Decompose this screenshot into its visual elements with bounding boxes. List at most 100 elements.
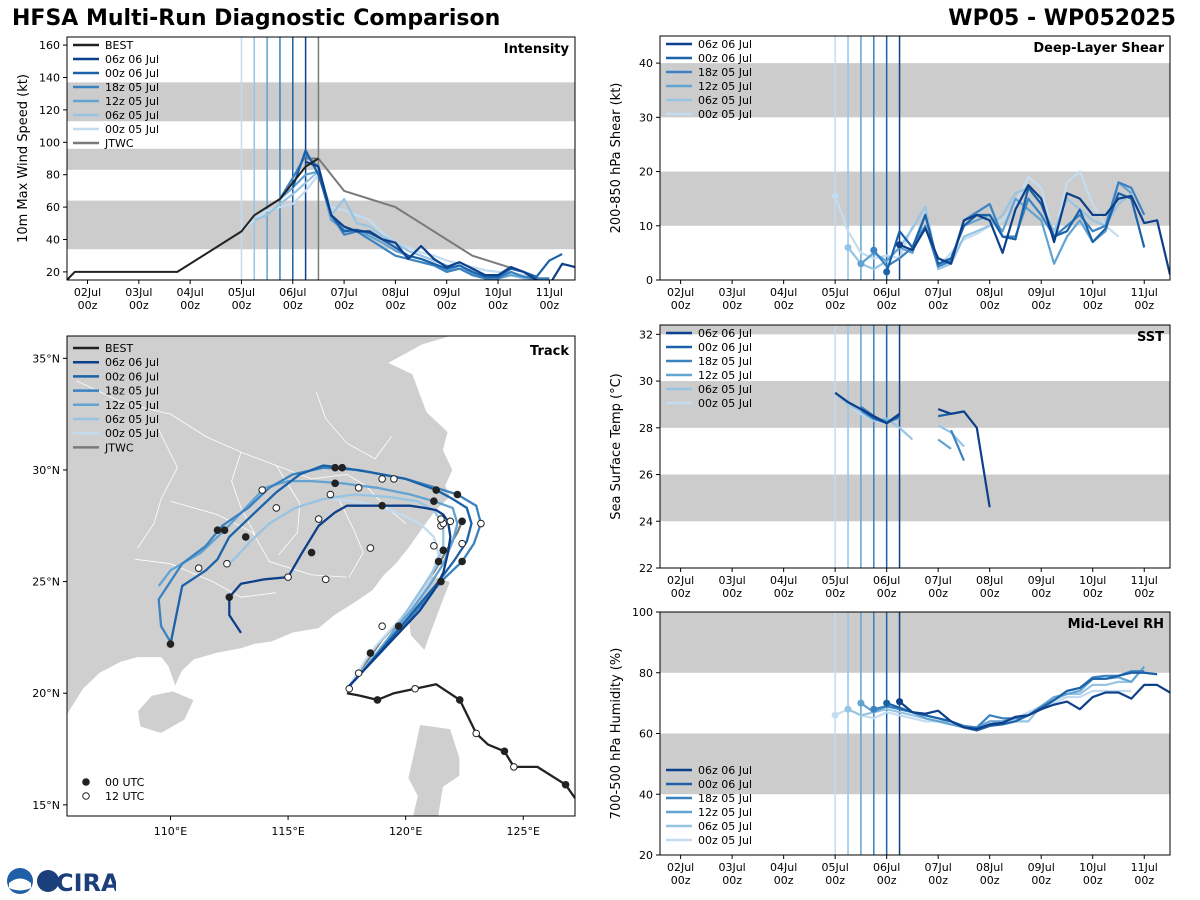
rh-chart: 2040608010002Jul00z03Jul00z04Jul00z05Jul… [609, 606, 1171, 887]
y-axis-label: 10m Max Wind Speed (kt) [16, 74, 31, 243]
xtick-label-date: 02Jul [667, 861, 694, 874]
legend-label-00z-06-jul: 00z 06 Jul [105, 67, 159, 80]
marker-12utc-best-2 [472, 729, 481, 738]
legend-label-12z-05-jul: 12z 05 Jul [698, 806, 752, 819]
xtick-label-hour: 00z [774, 587, 794, 600]
marker-12utc-12z-05-jul-2 [194, 564, 203, 572]
marker-12utc-18z-05-jul-0 [477, 519, 485, 528]
xtick-label-date: 07Jul [925, 861, 952, 874]
xtick-label-date: 09Jul [433, 286, 460, 299]
xtick-label-date: 06Jul [279, 286, 306, 299]
legend-label-00z-05-jul: 00z 05 Jul [698, 397, 752, 410]
start-marker-18z-05-jul [870, 705, 878, 713]
xtick-label-hour: 00z [386, 299, 406, 312]
xtick-label-hour: 00z [1134, 587, 1154, 600]
xtick-label-date: 07Jul [330, 286, 357, 299]
marker-12utc-12z-05-jul-1 [354, 484, 363, 492]
marker-12utc-06z-06-jul-1 [314, 515, 323, 523]
marker-00utc-00z-06-jul-4 [166, 640, 175, 648]
legend-label-18z-05-jul: 18z 05 Jul [698, 66, 752, 79]
xtick-label-date: 08Jul [976, 286, 1003, 299]
xtick-label-date: 09Jul [1028, 286, 1055, 299]
ytick-label: 26 [639, 469, 653, 482]
xtick-label-hour: 00z [1031, 874, 1051, 887]
xtick-label-date: 02Jul [74, 286, 101, 299]
xtick-label-hour: 00z [334, 299, 354, 312]
marker-12utc-06z-06-jul-2 [284, 573, 292, 581]
marker-00utc-00z-06-jul-3 [241, 533, 250, 541]
plot-frame [66, 36, 576, 281]
chart-title: Deep-Layer Shear [1033, 41, 1164, 56]
xtick-label-hour: 00z [1134, 299, 1154, 312]
ytick-label: 22 [639, 562, 653, 575]
legend-label-18z-05-jul: 18z 05 Jul [105, 385, 159, 398]
ytick-label: 24 [639, 515, 653, 528]
marker-00utc-06z-06-jul-1 [439, 546, 448, 555]
xtick-label-hour: 00z [722, 299, 742, 312]
band-0 [660, 733, 1170, 795]
xtick-label-date: 08Jul [382, 286, 409, 299]
start-marker-00z-06-jul [883, 699, 891, 707]
province-border-2 [135, 558, 277, 598]
xtick-label-hour: 00z [980, 587, 1000, 600]
chart-title: Intensity [504, 42, 570, 57]
legend-marker-00utc [82, 778, 90, 786]
marker-12utc-jtwc-1 [366, 544, 375, 552]
legend-label-06z-06-jul: 06z 06 Jul [698, 764, 752, 777]
marker-00utc-06z-06-jul-0 [366, 649, 375, 657]
marker-12utc-best-0 [345, 684, 354, 693]
xtick-label-hour: 00z [825, 874, 845, 887]
marker-00utc-18z-05-jul-2 [331, 463, 339, 472]
band-2 [67, 82, 575, 122]
marker-00utc-18z-05-jul-0 [458, 557, 466, 566]
page-title: HFSA Multi-Run Diagnostic Comparison [12, 6, 501, 31]
legend-label-06z-05-jul: 06z 05 Jul [105, 109, 159, 122]
xtick-label-date: 05Jul [822, 861, 849, 874]
ytick-label: 60 [639, 728, 653, 741]
legend-label-00z-05-jul: 00z 05 Jul [105, 123, 159, 136]
xtick-label-hour: 00z [928, 299, 948, 312]
legend-label-06z-06-jul: 06z 06 Jul [698, 327, 752, 340]
start-marker-12z-05-jul [857, 699, 865, 707]
xtick-label-date: 11Jul [1131, 861, 1158, 874]
ytick-label: 160 [39, 39, 60, 52]
legend-label-18z-05-jul: 18z 05 Jul [698, 355, 752, 368]
legend-marker-12utc [82, 792, 90, 800]
band-1 [660, 612, 1170, 673]
marker-00utc-18z-05-jul-1 [453, 490, 462, 499]
series-18z-05-jul [872, 181, 1146, 268]
start-marker-00z-06-jul [883, 268, 891, 276]
ytick-label: 0 [646, 274, 653, 287]
xtick-label-date: 09Jul [1028, 861, 1055, 874]
band-2 [660, 325, 1170, 335]
track-map: 15°N 20°N 25°N 30°N 35°N 110°E 115°E 120°E 125°E… [32, 335, 576, 838]
marker-00utc-jtwc-1 [458, 517, 466, 526]
ytick-label: 40 [639, 788, 653, 801]
legend-label-00z-05-jul: 00z 05 Jul [698, 834, 752, 847]
nesdis-logo-icon [37, 870, 59, 892]
y-axis-label: 700-500 hPa Humidity (%) [609, 648, 624, 820]
marker-00utc-00z-06-jul-2 [338, 463, 346, 472]
ytick-label: 80 [46, 169, 60, 182]
y-axis-label: Sea Surface Temp (°C) [609, 373, 624, 520]
cira-logo: CIRA [7, 868, 116, 896]
marker-00utc-06z-06-jul-4 [225, 593, 234, 602]
ytick-label: 20 [639, 166, 653, 179]
legend-label-12-utc: 12 UTC [105, 790, 145, 803]
xtick-label-hour: 00z [1083, 299, 1103, 312]
legend-label-jtwc: JTWC [104, 137, 134, 150]
marker-00utc-18z-05-jul-3 [213, 526, 222, 535]
ytick-label: 140 [39, 72, 60, 85]
band-0 [67, 200, 575, 250]
legend-label-06z-05-jul: 06z 05 Jul [698, 94, 752, 107]
province-border-5 [315, 391, 392, 460]
xtick-label-date: 03Jul [125, 286, 152, 299]
series-best [67, 157, 319, 280]
intensity-chart: 2040608010012014016002Jul00z03Jul00z04Ju… [16, 36, 576, 312]
chart-title: Track [530, 344, 569, 359]
marker-12utc-00z-06-jul-1 [378, 475, 386, 483]
xtick-label-date: 05Jul [228, 286, 255, 299]
legend-label-00z-06-jul: 00z 06 Jul [698, 341, 752, 354]
ytick-label: 30 [639, 375, 653, 388]
xtick-label-date: 02Jul [667, 286, 694, 299]
